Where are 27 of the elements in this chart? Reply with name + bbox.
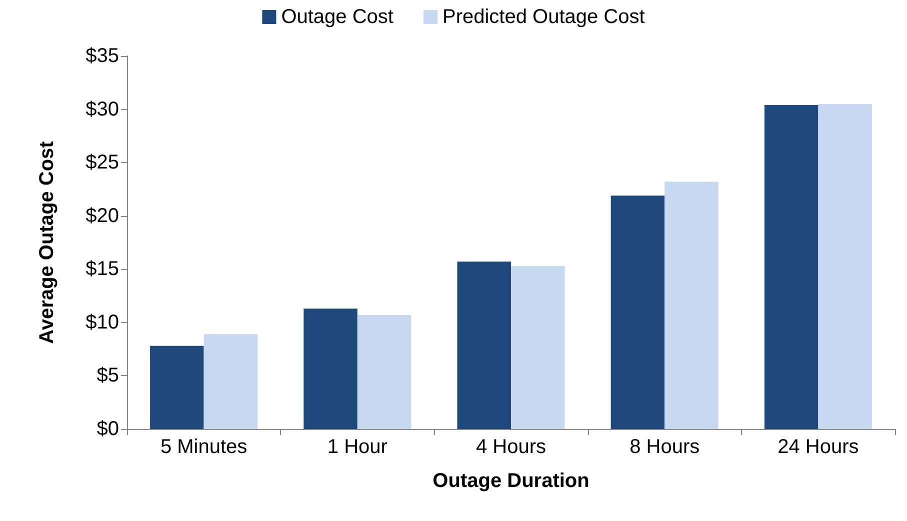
bar: [818, 104, 872, 429]
bar: [204, 334, 258, 429]
bar: [664, 182, 718, 429]
bar: [357, 314, 412, 429]
y-tick-label: $10: [86, 311, 119, 334]
x-tick-label: 8 Hours: [630, 436, 700, 458]
x-tick-label: 1 Hour: [327, 436, 388, 458]
x-axis-title: Outage Duration: [432, 470, 590, 492]
bar: [511, 266, 565, 429]
bar: [304, 308, 358, 429]
y-tick-label: $20: [86, 204, 119, 227]
y-tick-label: $30: [86, 98, 119, 120]
legend-label: Predicted Outage Cost: [442, 6, 646, 28]
y-axis-title: Average Outage Cost: [36, 140, 58, 344]
bar: [764, 105, 818, 429]
y-tick-label: $25: [86, 152, 119, 174]
y-tick-label: $15: [86, 258, 119, 280]
x-tick-label: 4 Hours: [476, 436, 546, 458]
legend-label: Outage Cost: [281, 6, 394, 28]
bar: [457, 262, 511, 429]
x-tick-label: 5 Minutes: [160, 436, 248, 458]
y-tick-label: $0: [96, 418, 119, 440]
y-tick-label: $35: [86, 45, 119, 67]
bar: [610, 196, 665, 429]
x-tick-label: 24 Hours: [778, 436, 859, 458]
bar: [150, 346, 204, 429]
y-tick-label: $5: [96, 364, 119, 387]
